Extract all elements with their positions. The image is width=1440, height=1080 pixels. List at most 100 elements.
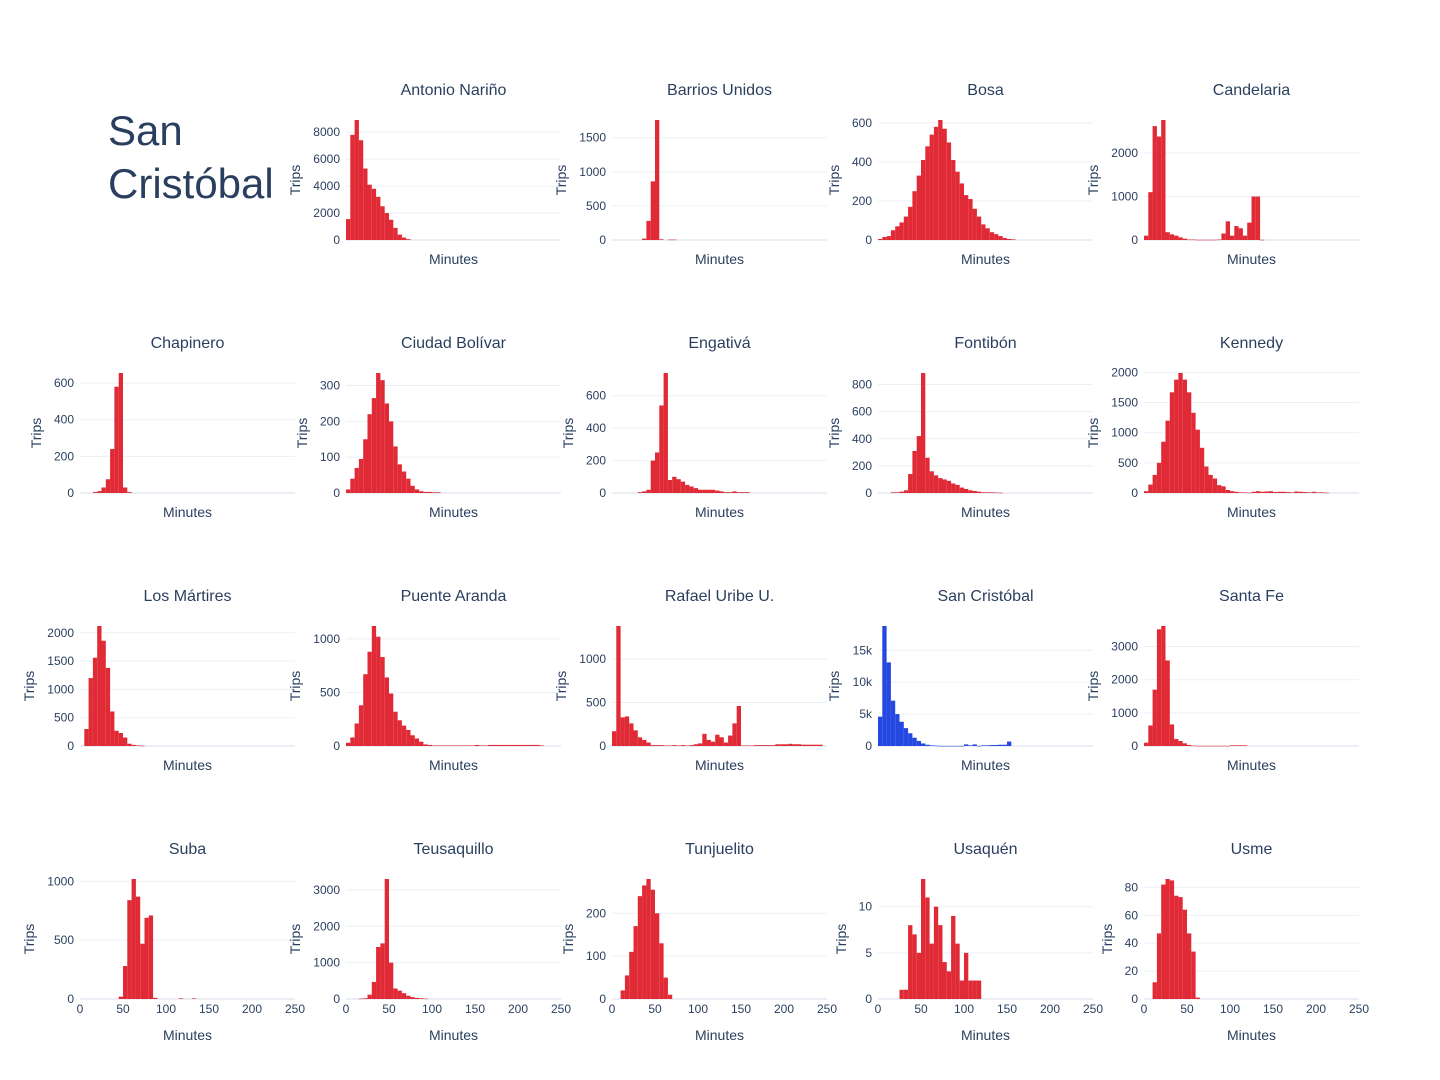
histogram-bar xyxy=(659,745,664,746)
y-axis-title: Trips xyxy=(1085,165,1101,196)
y-tick-label: 200 xyxy=(54,449,74,463)
histogram-bar xyxy=(354,120,359,240)
histogram-bar xyxy=(916,436,921,493)
histogram-bar xyxy=(663,745,668,747)
y-tick-label: 15k xyxy=(853,643,873,657)
y-tick-label: 0 xyxy=(1131,739,1138,753)
histogram-bar xyxy=(1242,745,1248,746)
histogram-bar xyxy=(401,993,407,999)
histogram-bar xyxy=(998,492,1003,494)
histogram-bar xyxy=(1324,492,1329,494)
histogram-bar xyxy=(1225,745,1230,747)
subplot-title: Usme xyxy=(1231,841,1273,858)
x-axis-title: Minutes xyxy=(695,504,744,520)
histogram-bar xyxy=(908,733,913,746)
histogram-bar xyxy=(453,745,458,746)
histogram-bar xyxy=(1152,689,1157,746)
histogram-bar xyxy=(1230,745,1235,746)
histogram-bar xyxy=(492,744,497,746)
x-axis-title: Minutes xyxy=(961,504,1010,520)
x-tick-label: 150 xyxy=(465,1002,485,1016)
histogram-bar xyxy=(131,879,136,999)
histogram-bar xyxy=(620,990,625,999)
histogram-bar xyxy=(702,733,707,746)
y-tick-label: 1500 xyxy=(47,654,74,668)
y-tick-label: 0 xyxy=(865,992,872,1006)
histogram-bar xyxy=(393,711,398,746)
histogram-bar xyxy=(667,745,673,747)
histogram-bar xyxy=(680,745,686,746)
x-tick-label: 100 xyxy=(1220,1002,1240,1016)
histogram-bar xyxy=(1208,745,1213,747)
x-axis-title: Minutes xyxy=(961,757,1010,773)
y-tick-label: 0 xyxy=(67,486,74,500)
y-tick-label: 1000 xyxy=(579,165,606,179)
histogram-bar xyxy=(908,925,913,999)
histogram-bar xyxy=(719,491,724,493)
histogram-bar xyxy=(741,745,746,747)
x-tick-label: 250 xyxy=(1349,1002,1369,1016)
histogram-bar xyxy=(127,492,132,493)
histogram-bar xyxy=(1002,744,1007,746)
y-tick-label: 1000 xyxy=(1111,190,1138,204)
histogram-bar xyxy=(659,239,664,240)
y-tick-label: 0 xyxy=(1131,486,1138,500)
y-tick-label: 600 xyxy=(852,116,872,130)
y-tick-label: 0 xyxy=(865,233,872,247)
y-axis-title: Trips xyxy=(1099,924,1115,955)
x-tick-label: 100 xyxy=(422,1002,442,1016)
histogram-bar xyxy=(998,236,1003,240)
y-tick-label: 600 xyxy=(852,405,872,419)
histogram-bar xyxy=(775,744,780,746)
histogram-bar xyxy=(633,730,638,746)
subplot-title: Chapinero xyxy=(151,335,225,352)
histogram-bar xyxy=(350,478,355,493)
histogram-bar xyxy=(642,885,647,999)
x-axis-title: Minutes xyxy=(163,504,212,520)
histogram-bar xyxy=(105,667,111,746)
x-tick-label: 0 xyxy=(609,1002,616,1016)
histogram-bar xyxy=(423,998,428,1000)
x-axis-title: Minutes xyxy=(429,504,478,520)
x-tick-label: 150 xyxy=(997,1002,1017,1016)
histogram-bar xyxy=(1144,491,1149,493)
histogram-bar xyxy=(998,744,1003,746)
y-tick-label: 1000 xyxy=(313,632,340,646)
histogram-bar xyxy=(1174,739,1179,746)
histogram-bar xyxy=(805,744,810,746)
histogram-bar xyxy=(732,723,737,746)
histogram-bar xyxy=(899,989,904,999)
histogram-bar xyxy=(637,896,643,999)
histogram-bar xyxy=(946,480,952,493)
histogram-bar xyxy=(702,489,707,493)
histogram-bar xyxy=(1156,933,1162,999)
histogram-bar xyxy=(916,952,921,999)
histogram-bar xyxy=(968,745,973,746)
histogram-bar xyxy=(723,492,729,493)
x-tick-label: 200 xyxy=(242,1002,262,1016)
x-tick-label: 50 xyxy=(648,1002,662,1016)
histogram-bar xyxy=(1156,629,1162,746)
histogram-bar xyxy=(951,483,956,493)
x-axis-title: Minutes xyxy=(695,1027,744,1043)
histogram-bar xyxy=(444,745,450,746)
histogram-bar xyxy=(419,491,424,493)
histogram-bar xyxy=(475,744,480,746)
histogram-bar xyxy=(380,657,385,746)
histogram-bar xyxy=(650,745,655,746)
histogram-bar xyxy=(1285,492,1291,493)
histogram-bar xyxy=(1234,745,1239,746)
histogram-bar xyxy=(127,743,132,746)
histogram-bar xyxy=(912,737,917,746)
histogram-bar xyxy=(925,146,930,240)
histogram-bar xyxy=(921,879,926,999)
histogram-bar xyxy=(933,906,939,999)
histogram-bar xyxy=(530,744,536,746)
y-axis-title: Trips xyxy=(826,418,842,449)
histogram-bar xyxy=(505,744,510,746)
subplot-title: Ciudad Bolívar xyxy=(401,335,507,352)
histogram-bar xyxy=(650,181,655,240)
y-axis-title: Trips xyxy=(294,418,310,449)
histogram-bar xyxy=(745,745,750,747)
subplot-title: Suba xyxy=(169,841,206,858)
